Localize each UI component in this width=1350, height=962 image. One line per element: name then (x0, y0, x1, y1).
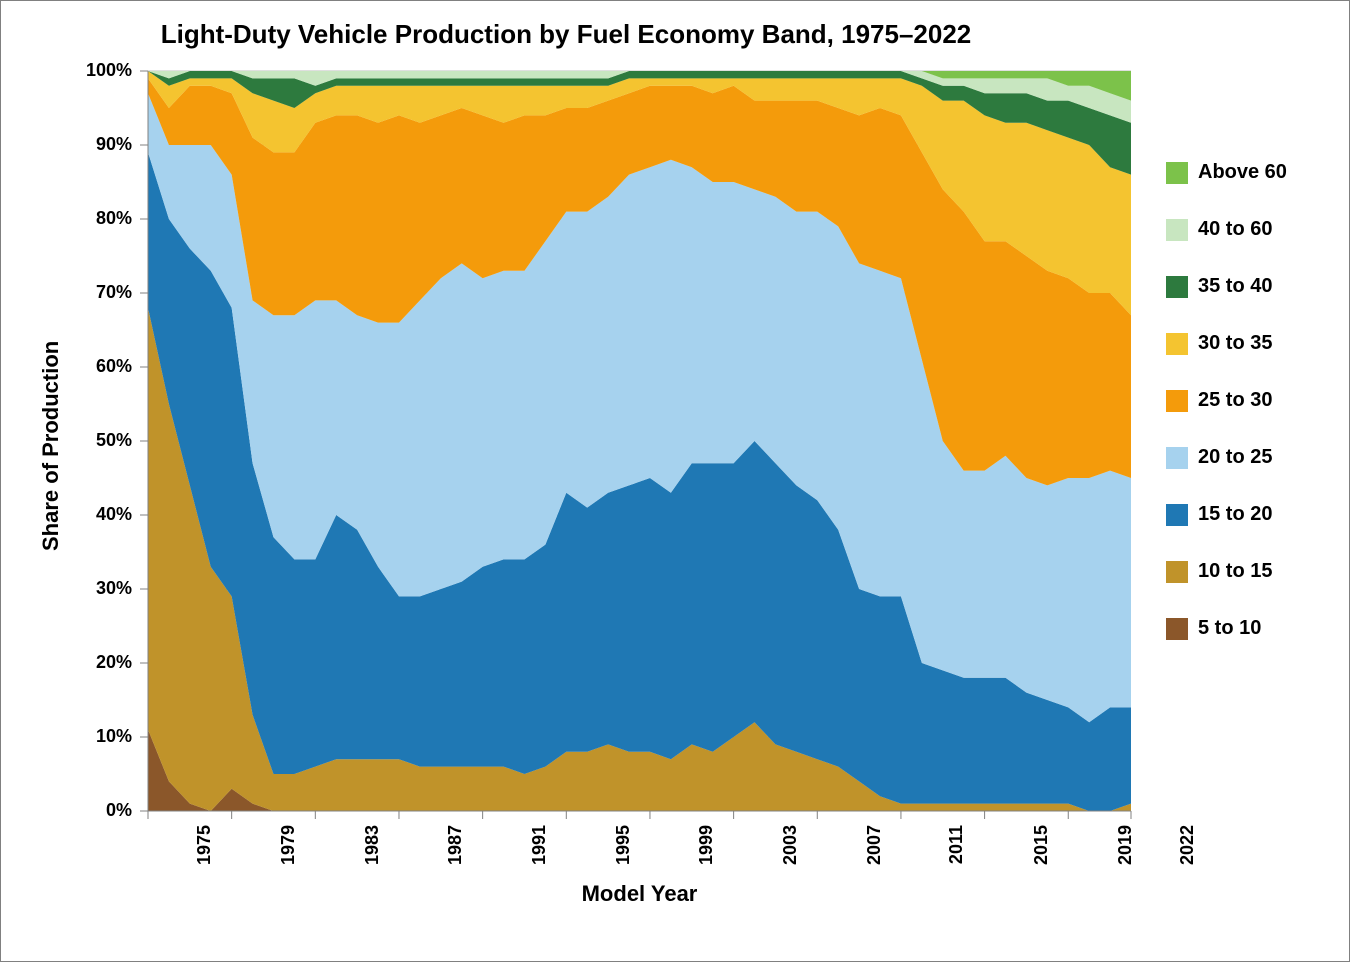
y-tick-label: 50% (70, 430, 132, 451)
legend-item-25_30: 25 to 30 (1166, 389, 1287, 412)
y-tick-label: 90% (70, 134, 132, 155)
legend-item-10_15: 10 to 15 (1166, 560, 1287, 583)
legend-swatch (1166, 276, 1188, 298)
legend-label: 25 to 30 (1198, 389, 1272, 412)
x-tick-label: 1995 (613, 825, 634, 865)
legend-item-20_25: 20 to 25 (1166, 446, 1287, 469)
x-tick-label: 1983 (362, 825, 383, 865)
legend-label: 35 to 40 (1198, 275, 1272, 298)
legend-swatch (1166, 447, 1188, 469)
legend-swatch (1166, 618, 1188, 640)
legend-label: 5 to 10 (1198, 617, 1261, 640)
legend-item-40_60: 40 to 60 (1166, 218, 1287, 241)
legend-item-15_20: 15 to 20 (1166, 503, 1287, 526)
y-tick-label: 0% (70, 800, 132, 821)
y-tick-label: 20% (70, 652, 132, 673)
legend-label: 10 to 15 (1198, 560, 1272, 583)
legend-label: 30 to 35 (1198, 332, 1272, 355)
chart-title: Light-Duty Vehicle Production by Fuel Ec… (1, 19, 1131, 50)
y-tick-label: 60% (70, 356, 132, 377)
x-tick-label: 1975 (194, 825, 215, 865)
y-tick-label: 70% (70, 282, 132, 303)
legend-swatch (1166, 162, 1188, 184)
legend-label: 40 to 60 (1198, 218, 1272, 241)
legend-label: 20 to 25 (1198, 446, 1272, 469)
x-tick-label: 1987 (445, 825, 466, 865)
legend-item-5_10: 5 to 10 (1166, 617, 1287, 640)
x-tick-label: 2019 (1115, 825, 1136, 865)
legend-item-above60: Above 60 (1166, 161, 1287, 184)
y-tick-label: 40% (70, 504, 132, 525)
x-tick-label: 1979 (278, 825, 299, 865)
x-axis-label: Model Year (148, 881, 1131, 907)
x-tick-label: 1999 (696, 825, 717, 865)
x-tick-label: 2007 (864, 825, 885, 865)
legend-swatch (1166, 561, 1188, 583)
legend-label: 15 to 20 (1198, 503, 1272, 526)
x-tick-label: 2015 (1031, 825, 1052, 865)
chart-frame: Light-Duty Vehicle Production by Fuel Ec… (0, 0, 1350, 962)
y-axis-label: Share of Production (38, 341, 64, 551)
legend-label: Above 60 (1198, 161, 1287, 184)
legend-swatch (1166, 390, 1188, 412)
legend-swatch (1166, 219, 1188, 241)
x-tick-label: 2022 (1177, 825, 1198, 865)
legend-swatch (1166, 504, 1188, 526)
x-tick-label: 1991 (529, 825, 550, 865)
x-tick-label: 2003 (780, 825, 801, 865)
x-tick-label: 2011 (946, 825, 967, 864)
y-tick-label: 100% (70, 60, 132, 81)
stacked-area-svg (148, 71, 1131, 811)
legend: Above 60 40 to 60 35 to 40 30 to 35 25 to 30… (1166, 161, 1287, 674)
legend-item-35_40: 35 to 40 (1166, 275, 1287, 298)
y-tick-label: 10% (70, 726, 132, 747)
y-tick-label: 80% (70, 208, 132, 229)
legend-swatch (1166, 333, 1188, 355)
plot-area (148, 71, 1131, 811)
y-tick-label: 30% (70, 578, 132, 599)
legend-item-30_35: 30 to 35 (1166, 332, 1287, 355)
